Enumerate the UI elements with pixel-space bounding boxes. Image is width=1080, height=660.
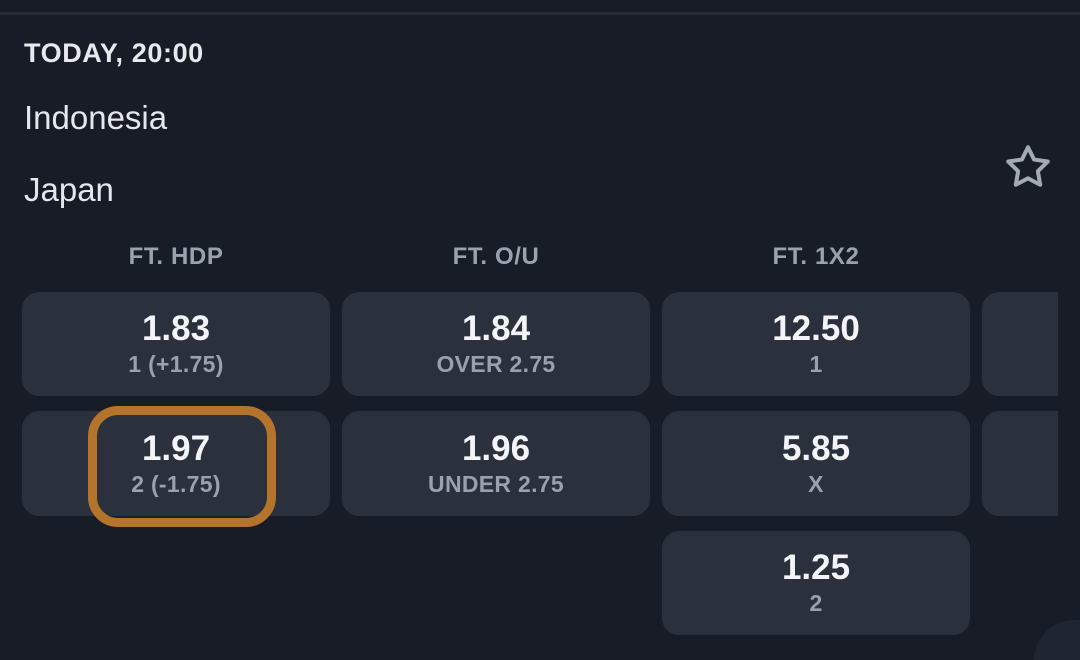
odds-line: 2 (-1.75): [131, 470, 221, 497]
odds-value: 1.83: [141, 309, 211, 348]
market-header-ft-1x2: FT. 1X2: [772, 243, 860, 270]
odds-line: X: [808, 470, 824, 497]
market-header-ft-ou: FT. O/U: [452, 243, 540, 270]
favorite-button[interactable]: [1000, 138, 1056, 194]
odds-line: OVER 2.75: [436, 351, 556, 377]
event-time-label: TODAY, 20:00: [24, 38, 204, 68]
odds-line: UNDER 2.75: [428, 470, 564, 497]
odds-cell-hdp-1[interactable]: 1.83 1 (+1.75): [22, 292, 330, 396]
odds-value: 1.25: [781, 548, 851, 587]
odds-value: 5.85: [781, 428, 851, 468]
odds-cell-hdp-2-highlighted[interactable]: 1.97 2 (-1.75): [22, 411, 330, 516]
odds-cell-over[interactable]: 1.84 OVER 2.75: [342, 292, 650, 396]
odds-line: 2: [809, 590, 823, 616]
market-header-ft-hdp: FT. HDP: [128, 243, 224, 270]
away-team-name: Japan: [24, 171, 114, 208]
home-team-name: Indonesia: [24, 99, 168, 136]
odds-cell-1x2-away[interactable]: 1.25 2: [662, 531, 970, 635]
odds-cell-extra-row1[interactable]: [982, 292, 1058, 396]
top-divider: [0, 12, 1080, 15]
odds-value: 1.84: [461, 309, 531, 348]
odds-line: 1 (+1.75): [128, 351, 224, 377]
star-outline-icon: [1006, 145, 1050, 187]
odds-cell-1x2-draw[interactable]: 5.85 X: [662, 411, 970, 516]
odds-cell-under[interactable]: 1.96 UNDER 2.75: [342, 411, 650, 516]
odds-cell-extra-row2[interactable]: [982, 411, 1058, 516]
odds-cell-1x2-home[interactable]: 12.50 1: [662, 292, 970, 396]
odds-grid: FT. HDP FT. O/U FT. 1X2 1.83 1 (+1.75) 1…: [22, 244, 1058, 635]
odds-value: 1.97: [141, 428, 211, 468]
odds-value: 1.96: [461, 428, 531, 468]
odds-value: 12.50: [772, 309, 860, 348]
odds-line: 1: [809, 351, 823, 377]
